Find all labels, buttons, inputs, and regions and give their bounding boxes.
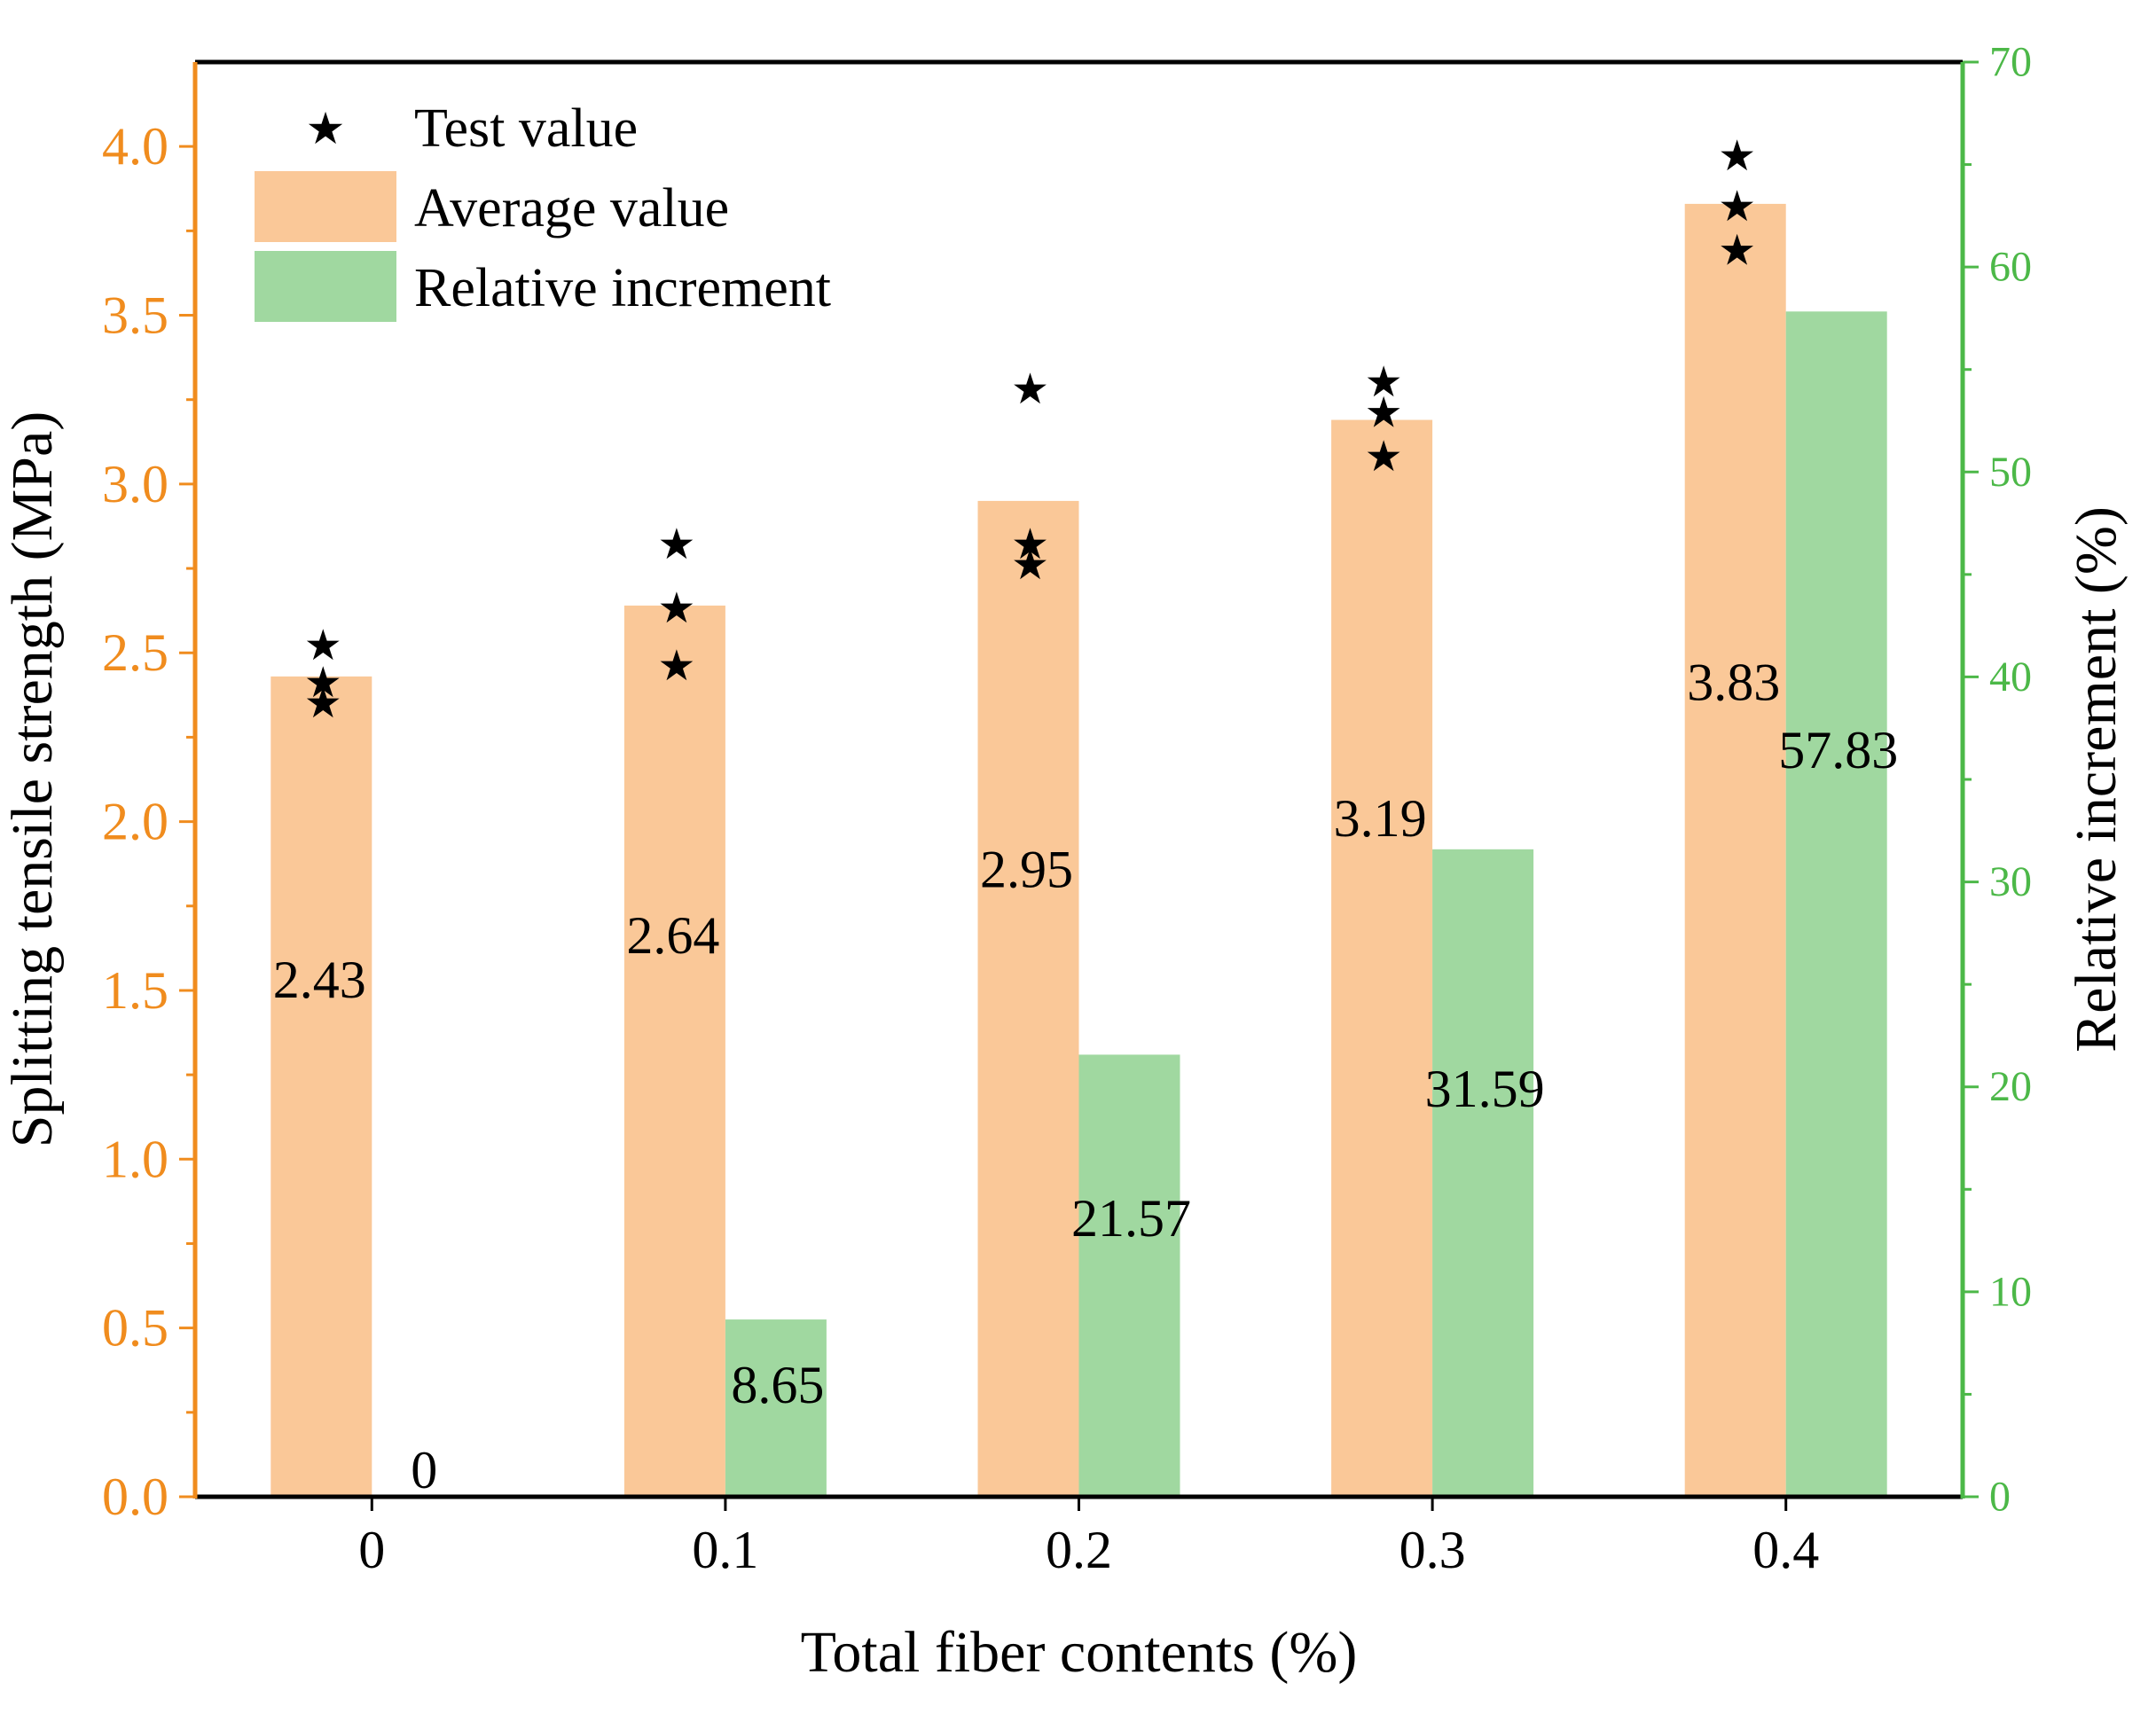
y-tick-label: 1.0 — [102, 1130, 169, 1188]
y2-tick-label: 10 — [1989, 1268, 2032, 1315]
x-tick-label: 0 — [358, 1521, 385, 1579]
test-value-star: ★ — [1011, 366, 1049, 413]
legend-star-icon: ★ — [306, 104, 346, 153]
average-value-bar — [623, 605, 725, 1497]
legend-swatch-average — [255, 171, 396, 242]
test-value-star: ★ — [304, 622, 342, 669]
test-value-star: ★ — [304, 680, 342, 727]
axes-layer: 0 0.1 0.2 0.3 0.4 0.0 0.5 1.0 1.5 2.0 2.5 3.0 3.5 4.0… — [0, 39, 2129, 1686]
y2-tick-label: 70 — [1989, 39, 2032, 86]
y2-tick-label: 30 — [1989, 858, 2032, 905]
average-value-bar — [1331, 419, 1433, 1498]
test-value-star: ★ — [1718, 133, 1756, 180]
y-tick-label: 3.5 — [102, 286, 169, 345]
average-value-label: 2.64 — [626, 906, 719, 965]
average-value-bar — [270, 676, 372, 1497]
relative-increment-label: 0 — [411, 1441, 437, 1499]
test-value-star: ★ — [1365, 389, 1403, 436]
average-value-label: 3.83 — [1687, 653, 1780, 711]
data-labels: 2.43 0 2.64 8.65 2.95 21.57 3.19 31.59 3.83 57.83 — [273, 653, 1898, 1499]
test-value-markers: ★★★★★★★★★★★★★★★ — [304, 133, 1756, 727]
x-tick-label: 0.3 — [1399, 1521, 1466, 1579]
y2-tick-label: 20 — [1989, 1063, 2032, 1110]
test-value-star: ★ — [1011, 542, 1049, 589]
test-value-star: ★ — [657, 643, 695, 690]
test-value-star: ★ — [1718, 228, 1756, 275]
x-tick-label: 0.2 — [1046, 1521, 1112, 1579]
test-value-star: ★ — [657, 521, 695, 568]
y-tick-label: 0.5 — [102, 1299, 169, 1358]
y-tick-label: 2.5 — [102, 623, 169, 682]
test-value-star: ★ — [304, 660, 342, 707]
relative-increment-bar — [1432, 849, 1534, 1497]
y-tick-label: 1.5 — [102, 961, 169, 1020]
relative-increment-label: 57.83 — [1778, 721, 1898, 779]
test-value-star: ★ — [1365, 359, 1403, 406]
test-value-star: ★ — [1011, 521, 1049, 568]
y-tick-label: 4.0 — [102, 117, 169, 176]
x-axis-title: Total fiber contents (%) — [801, 1620, 1358, 1685]
bars-layer — [270, 203, 1887, 1498]
y2-tick-label: 60 — [1989, 244, 2032, 291]
legend-label-test-value: Test value — [414, 98, 638, 159]
x-tick-label: 0.4 — [1752, 1521, 1819, 1579]
legend: ★ Test value Average value Relative increme… — [255, 98, 831, 322]
legend-swatch-increment — [255, 251, 396, 322]
y2-axis-title: Relative increment (%) — [2064, 506, 2129, 1053]
y2-tick-label: 50 — [1989, 449, 2032, 496]
y2-tick-label: 40 — [1989, 654, 2032, 700]
average-value-bar — [977, 500, 1079, 1497]
average-value-label: 2.43 — [273, 951, 366, 1009]
average-value-label: 3.19 — [1334, 789, 1427, 848]
test-value-star: ★ — [1365, 434, 1403, 481]
average-value-bar — [1684, 203, 1786, 1497]
relative-increment-bar — [1785, 311, 1887, 1498]
test-value-star: ★ — [657, 585, 695, 632]
legend-label-average-value: Average value — [414, 178, 729, 239]
legend-label-relative-increment: Relative increment — [414, 258, 831, 318]
relative-increment-label: 8.65 — [731, 1356, 824, 1414]
average-value-label: 2.95 — [980, 840, 1073, 898]
x-tick-label: 0.1 — [692, 1521, 758, 1579]
relative-increment-bar — [1078, 1054, 1180, 1497]
relative-increment-bar — [725, 1319, 827, 1497]
relative-increment-label: 21.57 — [1071, 1189, 1191, 1248]
y-tick-label: 2.0 — [102, 793, 169, 851]
y-tick-label: 0.0 — [102, 1467, 169, 1526]
y-tick-label: 3.0 — [102, 455, 169, 513]
y-axis-title: Splitting tensile strength (MPa) — [0, 411, 65, 1147]
y2-tick-label: 0 — [1989, 1474, 2011, 1521]
relative-increment-label: 31.59 — [1425, 1060, 1545, 1118]
test-value-star: ★ — [1718, 184, 1756, 231]
